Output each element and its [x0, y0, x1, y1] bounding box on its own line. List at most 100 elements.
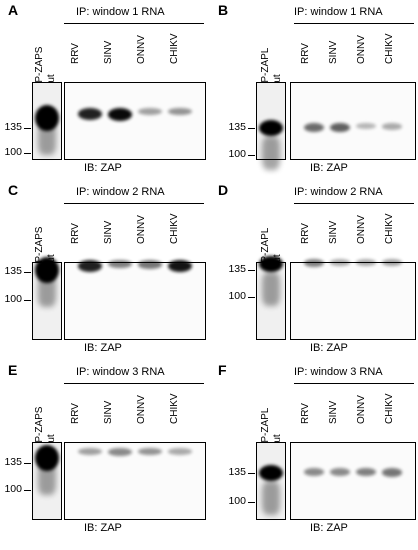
mw-marker-100: 100: [228, 290, 246, 302]
blot-panel-c: CIP: window 2 RNARFP-ZAPSinputRRVSINVONN…: [0, 180, 208, 360]
ip-band-rrv: [78, 108, 102, 120]
ip-band-chikv: [168, 260, 192, 273]
input-band: [259, 465, 283, 481]
input-band: [259, 256, 283, 272]
lane-label-rrv: RRV: [70, 223, 81, 244]
panel-letter: A: [8, 2, 19, 18]
mw-tick-135: [248, 128, 255, 129]
ip-band-chikv: [382, 123, 402, 130]
input-lane-box: [256, 442, 286, 520]
mw-marker-135: 135: [228, 263, 246, 275]
ip-band-chikv: [382, 259, 402, 266]
blot-panel-a: AIP: window 1 RNARFP-ZAPSinputRRVSINVONN…: [0, 0, 208, 180]
lane-label-rrv: RRV: [70, 43, 81, 64]
mw-tick-100: [24, 300, 31, 301]
mw-marker-100: 100: [228, 495, 246, 507]
input-lane-box: [256, 82, 286, 160]
panel-letter: D: [218, 182, 229, 198]
ip-label: IP: window 1 RNA: [76, 6, 165, 18]
mw-marker-135: 135: [4, 121, 22, 133]
ip-underline: [294, 23, 414, 24]
lane-label-chikv: CHIKV: [384, 33, 395, 64]
input-smear: [262, 481, 280, 515]
lane-label-chikv: CHIKV: [169, 393, 180, 424]
ip-underline: [64, 23, 204, 24]
mw-marker-135: 135: [4, 456, 22, 468]
mw-tick-100: [248, 297, 255, 298]
mw-marker-100: 100: [4, 146, 22, 158]
ip-underline: [64, 203, 204, 204]
lane-label-onnv: ONNV: [136, 35, 147, 64]
input-smear: [262, 272, 280, 306]
ip-label: IP: window 2 RNA: [76, 186, 165, 198]
lane-label-onnv: ONNV: [136, 215, 147, 244]
input-band: [35, 105, 59, 131]
ip-lanes-box: [64, 442, 206, 520]
ip-band-onnv: [138, 108, 162, 115]
ib-label: IB: ZAP: [84, 162, 122, 174]
lane-label-rrv: RRV: [300, 403, 311, 424]
input-band: [35, 445, 59, 471]
lane-label-chikv: CHIKV: [169, 213, 180, 244]
input-smear: [38, 461, 56, 495]
mw-tick-135: [248, 473, 255, 474]
mw-marker-100: 100: [228, 148, 246, 160]
lane-label-rrv: RRV: [300, 43, 311, 64]
ib-label: IB: ZAP: [84, 342, 122, 354]
mw-tick-135: [24, 272, 31, 273]
ip-band-sinv: [330, 123, 350, 133]
ip-label: IP: window 2 RNA: [294, 186, 383, 198]
mw-marker-100: 100: [4, 293, 22, 305]
mw-marker-135: 135: [4, 265, 22, 277]
lane-label-chikv: CHIKV: [384, 213, 395, 244]
ip-label: IP: window 1 RNA: [294, 6, 383, 18]
lane-label-onnv: ONNV: [136, 395, 147, 424]
ip-band-onnv: [138, 260, 162, 269]
ip-band-sinv: [108, 448, 132, 456]
ib-label: IB: ZAP: [84, 522, 122, 534]
ip-band-chikv: [168, 108, 192, 116]
ip-band-onnv: [138, 448, 162, 456]
ib-label: IB: ZAP: [310, 342, 348, 354]
lane-label-sinv: SINV: [328, 400, 339, 424]
ip-band-sinv: [108, 260, 132, 269]
lane-label-sinv: SINV: [328, 40, 339, 64]
lane-label-rrv: RRV: [70, 403, 81, 424]
ip-band-onnv: [356, 468, 376, 477]
mw-tick-100: [248, 155, 255, 156]
lane-label-sinv: SINV: [103, 40, 114, 64]
ip-band-onnv: [356, 123, 376, 130]
mw-marker-100: 100: [4, 483, 22, 495]
lane-label-onnv: ONNV: [356, 395, 367, 424]
panel-letter: B: [218, 2, 229, 18]
ip-label: IP: window 3 RNA: [294, 366, 383, 378]
ip-lanes-box: [64, 82, 206, 160]
ip-band-sinv: [108, 108, 132, 121]
ip-band-rrv: [304, 123, 324, 132]
ip-lanes-box: [290, 82, 416, 160]
lane-label-onnv: ONNV: [356, 215, 367, 244]
panel-letter: F: [218, 362, 227, 378]
lane-label-sinv: SINV: [103, 400, 114, 424]
panel-letter: C: [8, 182, 19, 198]
mw-marker-135: 135: [228, 466, 246, 478]
mw-tick-135: [248, 270, 255, 271]
lane-label-rrv: RRV: [300, 223, 311, 244]
mw-tick-100: [24, 490, 31, 491]
ip-band-rrv: [78, 448, 102, 455]
input-smear: [38, 273, 56, 307]
ip-band-chikv: [382, 468, 402, 477]
input-smear: [262, 136, 280, 170]
ip-band-onnv: [356, 259, 376, 266]
ip-underline: [64, 383, 204, 384]
blot-panel-d: DIP: window 2 RNARFP-ZAPLinputRRVSINVONN…: [210, 180, 418, 360]
mw-tick-135: [24, 128, 31, 129]
lane-label-sinv: SINV: [328, 220, 339, 244]
blot-panel-b: BIP: window 1 RNARFP-ZAPLinputRRVSINVONN…: [210, 0, 418, 180]
ip-label: IP: window 3 RNA: [76, 366, 165, 378]
ip-lanes-box: [290, 442, 416, 520]
mw-tick-100: [248, 502, 255, 503]
input-smear: [38, 121, 56, 155]
mw-tick-135: [24, 463, 31, 464]
lane-label-sinv: SINV: [103, 220, 114, 244]
